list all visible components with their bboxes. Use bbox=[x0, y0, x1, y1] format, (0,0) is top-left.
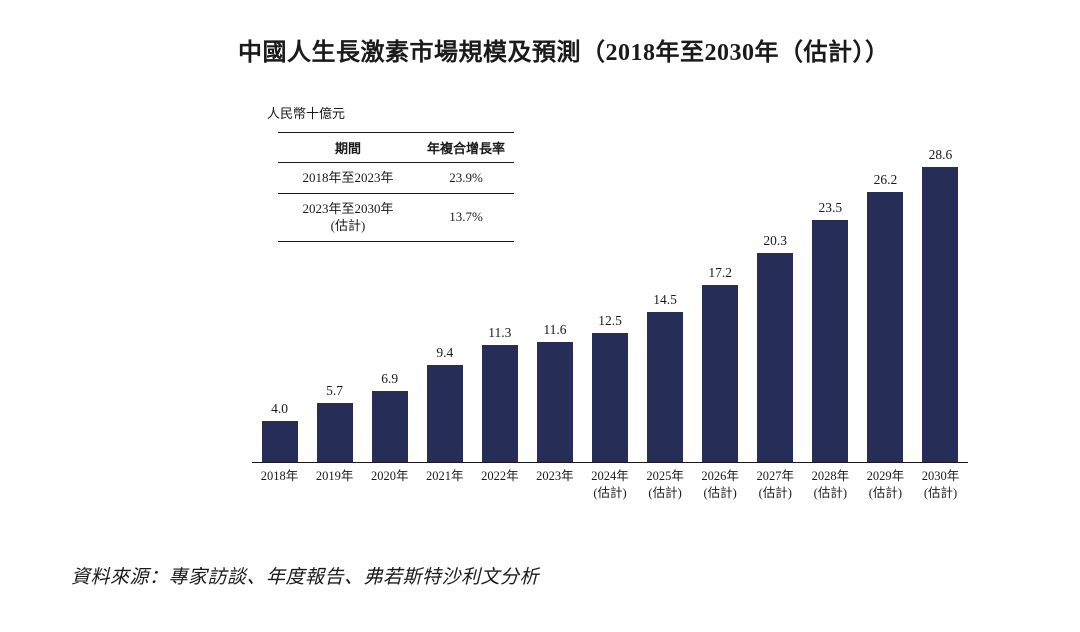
bar-value-label: 23.5 bbox=[818, 200, 843, 215]
cagr-table-header-cagr: 年複合增長率 bbox=[426, 141, 505, 156]
x-axis-label: 2028年 (估計) bbox=[811, 469, 850, 500]
bar bbox=[812, 220, 849, 462]
bar bbox=[316, 403, 353, 462]
bar-value-label: 11.6 bbox=[543, 322, 567, 337]
bar-slot: 26.2 bbox=[858, 140, 913, 462]
bar-slot: 11.3 bbox=[472, 140, 527, 462]
bar bbox=[481, 345, 518, 462]
bar-value-label: 26.2 bbox=[873, 172, 898, 187]
cagr-period-text: 2018年至2023年 bbox=[302, 170, 394, 185]
bar-value-label: 6.9 bbox=[381, 371, 399, 386]
bar-slot: 28.6 bbox=[913, 140, 968, 462]
cagr-table: 期間 年複合增長率 2018年至2023年 23.9% 2023年至2030年 … bbox=[278, 132, 514, 242]
cagr-table-header-row: 期間 年複合增長率 bbox=[278, 132, 514, 163]
cagr-value-cell: 13.7% bbox=[449, 209, 483, 225]
x-axis-label: 2023年 bbox=[536, 469, 574, 483]
bar bbox=[536, 342, 573, 462]
bar-value-label: 14.5 bbox=[653, 292, 677, 307]
cagr-table-row: 2018年至2023年 23.9% bbox=[278, 163, 514, 194]
cagr-period-cell: 2018年至2023年 bbox=[278, 163, 418, 194]
bar bbox=[647, 312, 684, 462]
bar-slot: 23.5 bbox=[803, 140, 858, 462]
bar-value-label: 9.4 bbox=[436, 345, 454, 360]
bar bbox=[261, 421, 298, 462]
bar bbox=[426, 365, 463, 462]
x-axis-label: 2030年 (估計) bbox=[921, 469, 960, 500]
bar bbox=[867, 192, 904, 462]
bar-value-label: 17.2 bbox=[708, 265, 732, 280]
bar bbox=[371, 391, 408, 462]
bar-value-label: 5.7 bbox=[326, 383, 344, 398]
bar-slot: 20.3 bbox=[748, 140, 803, 462]
x-axis-label: 2026年 (估計) bbox=[701, 469, 739, 500]
x-axis-label: 2025年 (估計) bbox=[646, 469, 684, 500]
source-note: 資料來源：專家訪談、年度報告、弗若斯特沙利文分析 bbox=[71, 567, 540, 588]
bar-slot: 14.5 bbox=[638, 140, 693, 462]
cagr-table-row: 2023年至2030年 (估計) 13.7% bbox=[278, 193, 514, 242]
y-axis-unit-label: 人民幣十億元 bbox=[267, 106, 346, 121]
bar bbox=[922, 167, 959, 462]
cagr-table-header-period: 期間 bbox=[334, 141, 361, 156]
bar-slot: 9.4 bbox=[417, 140, 472, 462]
bar-slot: 12.5 bbox=[582, 140, 637, 462]
bar-slot: 17.2 bbox=[693, 140, 748, 462]
bar-value-label: 12.5 bbox=[598, 313, 622, 328]
x-axis-label: 2018年 bbox=[260, 469, 299, 483]
bar-value-label: 11.3 bbox=[488, 325, 512, 340]
x-axis-label: 2021年 bbox=[426, 469, 464, 483]
x-axis-label: 2029年 (估計) bbox=[866, 469, 905, 500]
bar bbox=[757, 253, 794, 462]
x-axis-label: 2019年 bbox=[315, 469, 354, 483]
bar bbox=[702, 285, 739, 462]
x-axis-labels: 2018年 2019年 2020年 2021年 2022年 2023年 2024年 (估計) 2… bbox=[252, 468, 968, 502]
cagr-period-cell: 2023年至2030年 (估計) bbox=[278, 193, 418, 241]
bar-chart-plot-area: 4.0 5.7 6.9 9.4 11.3 11.6 12.5 14.5 17.2 20.3 23.5… bbox=[252, 140, 968, 463]
x-axis-label: 2022年 bbox=[481, 469, 519, 483]
bar-slot: 6.9 bbox=[362, 140, 417, 462]
bar-slot: 11.6 bbox=[527, 140, 582, 462]
x-axis-label: 2024年 (估計) bbox=[591, 469, 629, 500]
bar-slot: 4.0 bbox=[252, 140, 307, 462]
bar bbox=[592, 333, 628, 462]
cagr-period-text: 2023年至2030年 bbox=[302, 200, 394, 216]
x-axis-label: 2020年 bbox=[370, 469, 409, 483]
bar-value-label: 28.6 bbox=[928, 147, 953, 162]
bar-value-label: 4.0 bbox=[271, 401, 288, 416]
cagr-value-cell: 23.9% bbox=[449, 169, 483, 185]
cagr-period-text-line2: (估計) bbox=[330, 218, 366, 234]
bar-slot: 5.7 bbox=[307, 140, 362, 462]
bar-value-label: 20.3 bbox=[763, 233, 788, 248]
chart-title: 中國人生長激素市場規模及預測（2018年至2030年（估計）） bbox=[238, 40, 890, 66]
x-axis-label: 2027年 (估計) bbox=[756, 469, 794, 500]
